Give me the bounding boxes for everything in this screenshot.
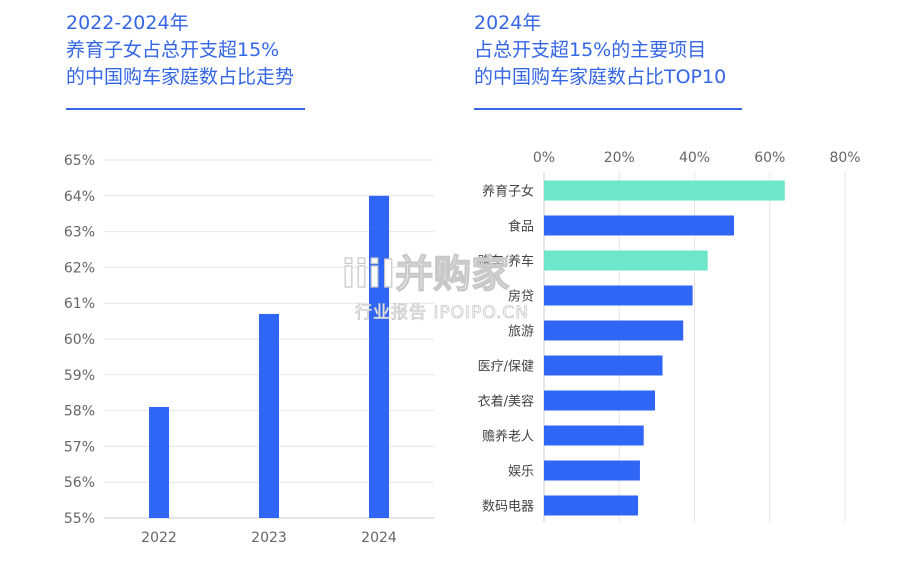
- right-category-label: 数码电器: [482, 500, 534, 515]
- left-y-tick-label: 57%: [64, 439, 95, 455]
- left-bar-2024: [369, 195, 389, 519]
- right-chart-title: 2024年 占总开支超15%的主要项目 的中国购车家庭数占比TOP10: [474, 10, 726, 91]
- right-bar-2: [544, 215, 735, 236]
- left-vertical-bar-chart: 55% 56% 57% 58% 59% 60% 61% 62% 63% 64% 65% 2022 202…: [64, 153, 434, 546]
- right-x-tick-label: 60%: [754, 150, 785, 166]
- right-bar-6: [544, 355, 663, 376]
- right-category-label: 购车/养车: [478, 254, 534, 270]
- watermark-brand: iiiI并购家: [342, 252, 509, 296]
- right-bar-10: [544, 495, 639, 516]
- left-y-tick-label: 55%: [64, 511, 95, 527]
- left-bar-2022: [149, 407, 169, 518]
- right-category-label: 衣着/美容: [478, 394, 534, 410]
- left-x-tick-label: 2022: [141, 530, 177, 546]
- right-category-label: 养育子女: [482, 184, 534, 200]
- right-bar-8: [544, 425, 644, 446]
- right-bar-9: [544, 460, 640, 481]
- right-category-label: 医疗/保健: [478, 360, 534, 375]
- right-category-label: 房贷: [508, 289, 534, 305]
- left-y-tick-label: 56%: [64, 475, 95, 491]
- left-y-tick-label: 63%: [64, 225, 95, 241]
- right-x-tick-label: 20%: [604, 150, 635, 166]
- left-y-tick-label: 61%: [64, 296, 95, 312]
- right-title-line-2: 占总开支超15%的主要项目: [474, 39, 707, 61]
- left-y-tick-label: 59%: [64, 368, 95, 384]
- left-y-tick-label: 62%: [64, 260, 95, 276]
- left-bar-2023: [259, 313, 279, 518]
- left-y-tick-label: 64%: [64, 189, 95, 205]
- right-bar-5: [544, 320, 684, 341]
- right-title-line-3: 的中国购车家庭数占比TOP10: [474, 66, 727, 88]
- left-title-line-3: 的中国购车家庭数占比走势: [66, 66, 295, 88]
- right-bar-3: [544, 250, 708, 271]
- right-category-label: 旅游: [508, 325, 534, 340]
- right-bar-4: [544, 285, 693, 306]
- left-title-line-1: 2022-2024年: [66, 12, 189, 34]
- right-horizontal-bar-chart: 0% 20% 40% 60% 80% 养育子女食品购车/养车房贷旅游医疗/保健衣着/美容赡…: [478, 150, 861, 522]
- right-bar-1: [544, 180, 785, 201]
- right-bar-7: [544, 390, 655, 411]
- right-x-tick-label: 40%: [679, 150, 710, 166]
- left-y-tick-label: 65%: [64, 153, 95, 169]
- right-category-label: 食品: [508, 219, 534, 235]
- right-category-label: 赡养老人: [482, 429, 534, 445]
- watermark: iiiI并购家 行业报告 IPOIPO.CN: [341, 251, 529, 323]
- left-title-underline: [66, 108, 305, 110]
- right-category-label: 娱乐: [508, 465, 534, 480]
- watermark-subtitle: 行业报告 IPOIPO.CN: [355, 303, 529, 323]
- left-x-tick-label: 2024: [361, 530, 397, 546]
- right-title-line-1: 2024年: [474, 12, 542, 34]
- left-title-line-2: 养育子女占总开支超15%: [66, 39, 280, 61]
- right-title-underline: [474, 108, 742, 110]
- left-y-tick-label: 60%: [64, 332, 95, 348]
- left-y-tick-label: 58%: [64, 404, 95, 420]
- left-chart-title: 2022-2024年 养育子女占总开支超15% 的中国购车家庭数占比走势: [66, 10, 294, 91]
- left-x-tick-label: 2023: [251, 530, 287, 546]
- right-x-tick-label: 0%: [533, 150, 555, 166]
- right-x-tick-label: 80%: [829, 150, 860, 166]
